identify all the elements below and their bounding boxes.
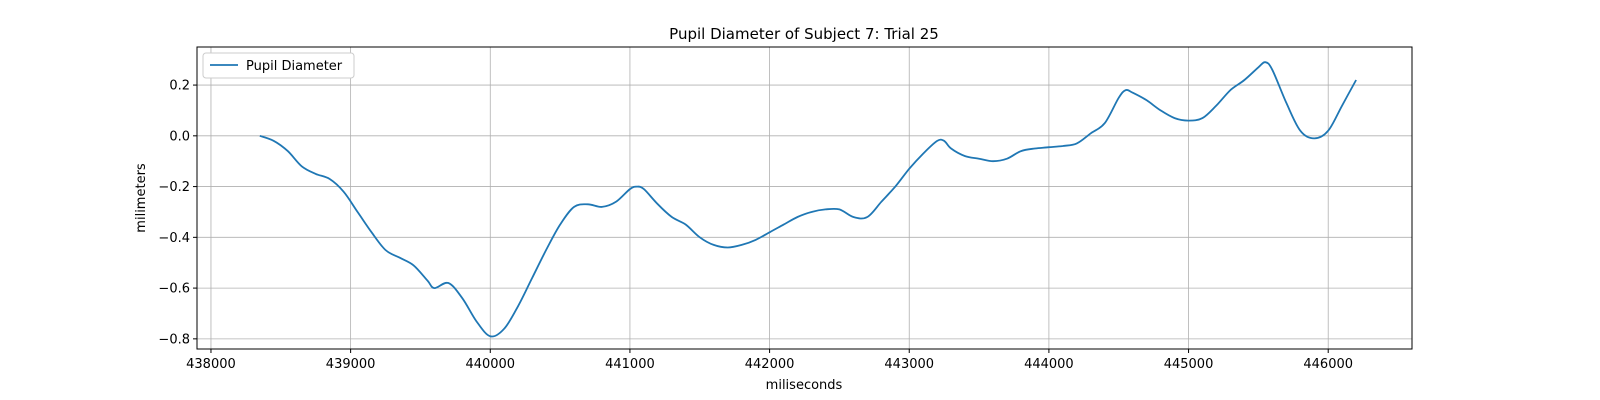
y-tick-label: −0.8 — [158, 332, 190, 347]
x-tick-label: 441000 — [605, 357, 655, 372]
y-axis-ticks: −0.8 −0.6 −0.4 −0.2 0.0 0.2 — [158, 79, 197, 347]
y-tick-label: −0.4 — [158, 231, 190, 246]
x-tick-label: 438000 — [186, 357, 236, 372]
x-tick-label: 444000 — [1024, 357, 1074, 372]
x-tick-label: 439000 — [326, 357, 376, 372]
chart-title: Pupil Diameter of Subject 7: Trial 25 — [669, 25, 939, 43]
y-axis-title: milimeters — [134, 163, 149, 233]
x-tick-label: 445000 — [1164, 357, 1214, 372]
y-tick-label: 0.2 — [169, 79, 190, 94]
x-tick-label: 440000 — [465, 357, 515, 372]
x-tick-label: 442000 — [745, 357, 795, 372]
x-axis-ticks: 438000 439000 440000 441000 442000 443000 4440… — [186, 349, 1353, 372]
x-axis-title: miliseconds — [766, 378, 843, 393]
plot-area — [196, 46, 1413, 350]
legend: Pupil Diameter — [202, 52, 355, 79]
series-line-pupil-diameter — [259, 61, 1357, 338]
x-tick-label: 443000 — [884, 357, 934, 372]
y-tick-label: −0.6 — [158, 282, 190, 297]
y-tick-label: 0.0 — [169, 129, 190, 144]
legend-label: Pupil Diameter — [246, 59, 343, 74]
legend-box — [202, 52, 355, 79]
grid-lines — [197, 47, 1412, 349]
y-tick-label: −0.2 — [158, 180, 190, 195]
x-tick-label: 446000 — [1303, 357, 1353, 372]
